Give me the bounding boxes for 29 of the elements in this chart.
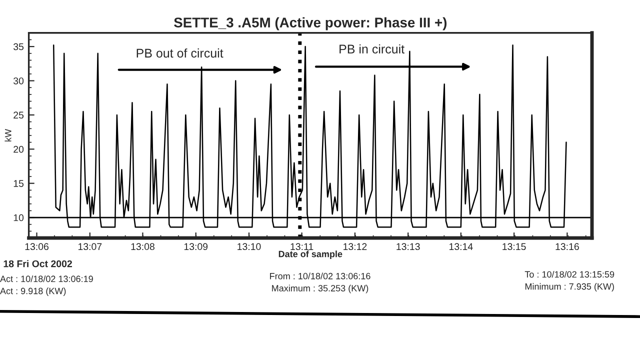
- y-tick-label: 30: [13, 77, 24, 84]
- x-axis-title: Date of sample: [278, 250, 342, 259]
- text: Minimum : 7.935 (KW): [525, 283, 614, 292]
- chart-title: SETTE_3 .A5M (Active power: Phase III +): [174, 17, 447, 30]
- annotation: PB in circuit: [340, 44, 404, 54]
- text: Act : 10/18/02 13:06:19: [0, 275, 93, 282]
- x-tick-label: 13:12: [344, 243, 367, 250]
- x-tick-label: 13:06: [25, 243, 48, 250]
- text: From : 10/18/02 13:06:16: [270, 272, 370, 280]
- x-tick-label: 13:11: [290, 243, 314, 250]
- y-axis-title: kW: [4, 128, 12, 142]
- text: Maximum : 35.253 (KW): [272, 284, 368, 294]
- y-tick-label: 10: [14, 214, 24, 222]
- y-tick-label: 15: [14, 180, 24, 187]
- x-tick-label: 13:10: [238, 243, 261, 250]
- x-tick-label: 13:09: [184, 243, 208, 250]
- x-tick-label: 13:15: [502, 243, 526, 250]
- y-tick-label: 35: [13, 43, 24, 50]
- text: 18 Fri Oct 2002: [4, 260, 72, 268]
- x-tick-label: 13:13: [396, 243, 420, 250]
- x-tick-label: 13:07: [78, 243, 102, 250]
- x-tick-label: 13:16: [556, 243, 579, 250]
- y-tick-label: 20: [14, 146, 24, 153]
- text: To : 10/18/02 13:15:59: [524, 270, 614, 278]
- x-tick-label: 13:08: [131, 243, 154, 250]
- y-tick-label: 25: [14, 112, 24, 119]
- text: Act : 9.918 (KW): [0, 288, 66, 296]
- x-tick-label: 13:14: [449, 243, 473, 250]
- annotation: PB out of circuit: [136, 48, 224, 58]
